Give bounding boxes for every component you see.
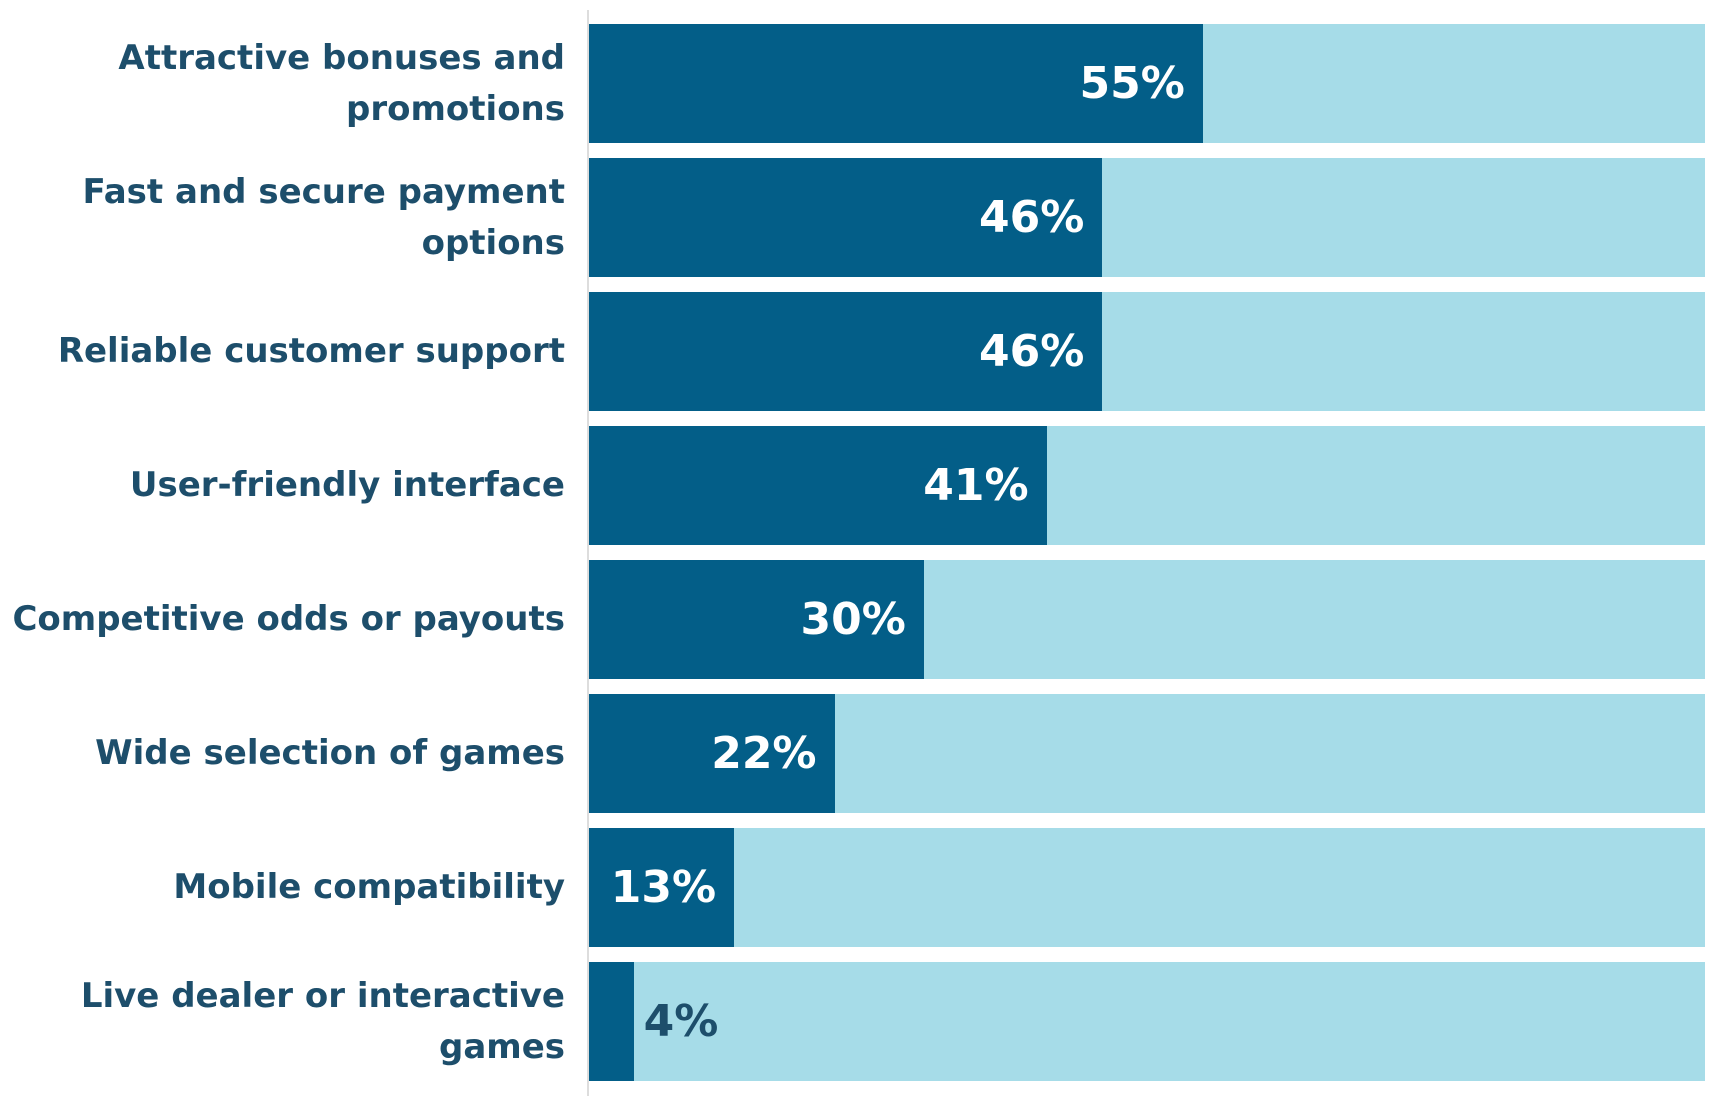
bar [589, 962, 634, 1081]
bar [589, 24, 1203, 143]
bar [589, 158, 1103, 277]
value-label: 4% [643, 995, 719, 1047]
category-label: Fast and secure payment options [82, 171, 566, 263]
bar-track [589, 962, 1705, 1081]
value-label: 13% [610, 861, 717, 913]
category-label: Competitive odds or payouts [12, 599, 565, 639]
value-label: 55% [1079, 57, 1185, 109]
category-label: Live dealer or interactive games [80, 975, 565, 1067]
category-label: Mobile compatibility [173, 867, 565, 907]
bar [589, 292, 1103, 411]
bar [589, 694, 835, 813]
value-label: 46% [979, 325, 1085, 377]
value-label: 41% [923, 459, 1029, 511]
category-label: Reliable customer support [57, 331, 565, 371]
bar [589, 828, 735, 947]
value-label: 30% [800, 593, 906, 645]
category-label: Attractive bonuses and promotions [118, 37, 565, 129]
category-label: Wide selection of games [95, 733, 565, 773]
bar [589, 560, 924, 679]
category-label: User-friendly interface [129, 465, 565, 505]
value-label: 22% [711, 727, 817, 779]
bar-track [589, 828, 1705, 947]
bar [589, 426, 1047, 545]
value-label: 46% [979, 191, 1085, 243]
axis-line [587, 10, 589, 1096]
